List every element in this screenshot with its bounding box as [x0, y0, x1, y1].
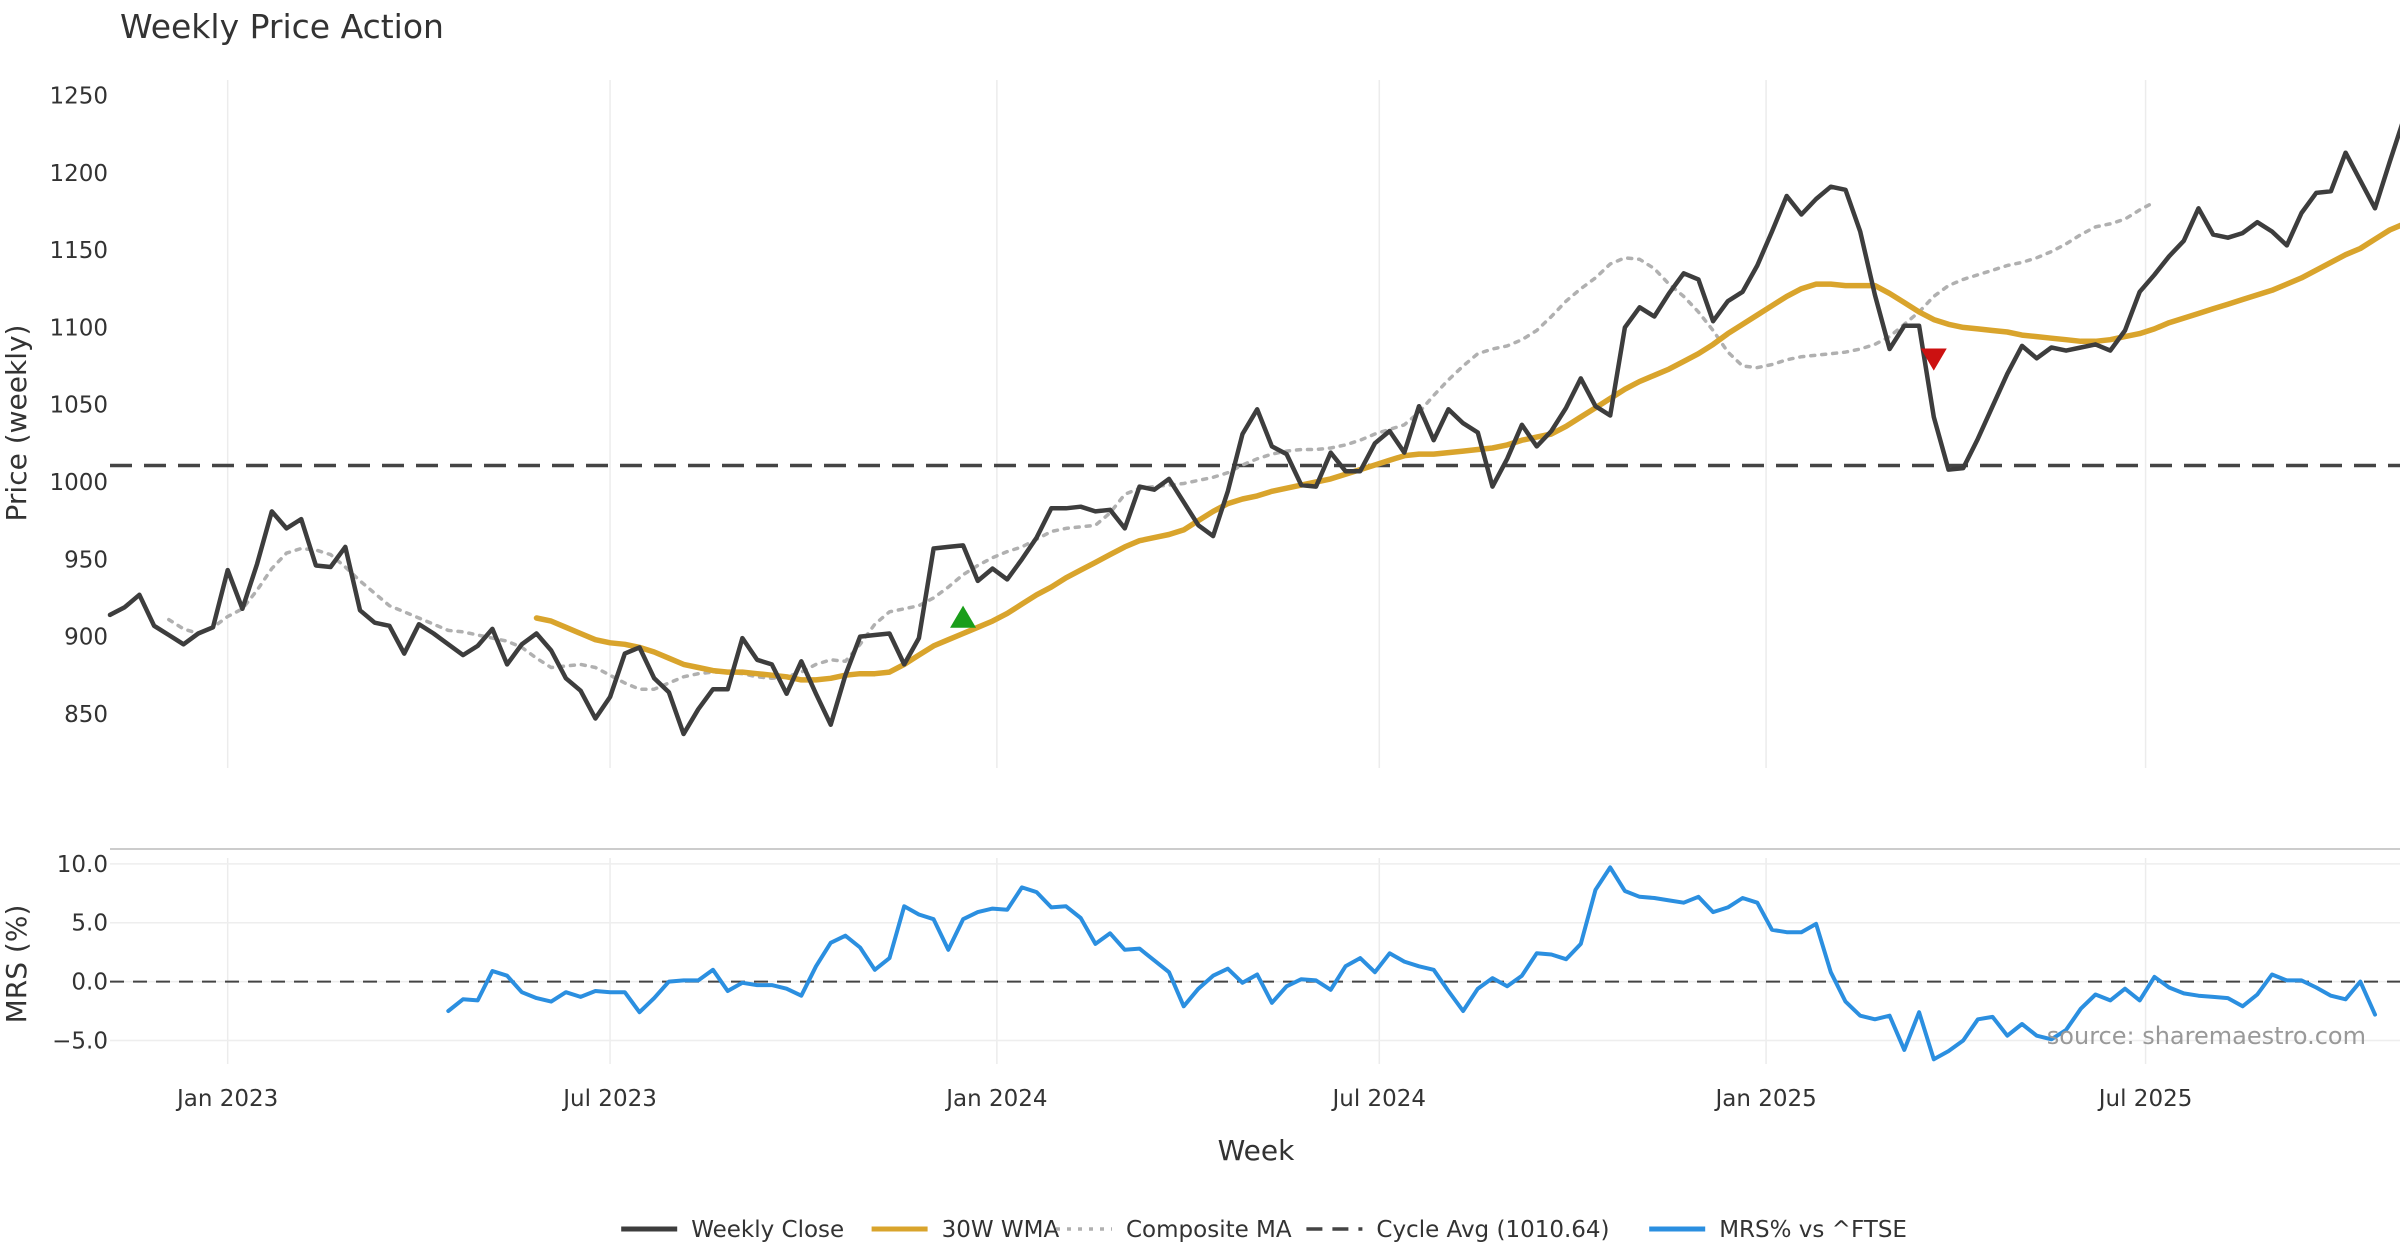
- chart-title: Weekly Price Action: [120, 7, 444, 46]
- price-y-tick-6: 1150: [49, 238, 108, 264]
- x-tick-label-2: Jan 2024: [944, 1086, 1047, 1112]
- source-text: source: sharemaestro.com: [2047, 1022, 2366, 1050]
- mrs-y-tick-1: 0.0: [71, 970, 108, 996]
- price-y-tick-8: 1250: [49, 83, 108, 109]
- legend-item-2: Composite MA: [1056, 1217, 1292, 1243]
- signal-markers: [950, 348, 1947, 628]
- x-tick-label-4: Jan 2025: [1713, 1086, 1816, 1112]
- price-panel-grid: [226, 80, 2147, 768]
- price-y-tick-3: 1000: [49, 470, 108, 496]
- legend-item-4: MRS% vs ^FTSE: [1649, 1217, 1907, 1243]
- legend-label-3: Cycle Avg (1010.64): [1376, 1217, 1609, 1243]
- legend-item-1: 30W WMA: [871, 1217, 1060, 1243]
- price-y-tick-5: 1100: [49, 315, 108, 341]
- legend-label-0: Weekly Close: [691, 1217, 844, 1243]
- price-series: [107, 123, 2400, 737]
- mrs-y-ticks: −5.0 0.0 5.0 10.0: [52, 852, 108, 1055]
- price-y-tick-7: 1200: [49, 161, 108, 187]
- legend-label-4: MRS% vs ^FTSE: [1719, 1217, 1907, 1243]
- buy-signal-marker: [950, 605, 977, 628]
- x-tick-label-3: Jul 2024: [1330, 1086, 1426, 1112]
- x-axis-ticks: Jan 2023 Jul 2023 Jan 2024 Jul 2024 Jan 2025…: [175, 1086, 2192, 1112]
- weekly-close-line: [107, 123, 2400, 737]
- mrs-vs-ftse-line: [446, 865, 2377, 1062]
- x-tick-label-5: Jul 2025: [2097, 1086, 2193, 1112]
- x-tick-label-0: Jan 2023: [175, 1086, 278, 1112]
- mrs-y-axis-label: MRS (%): [0, 905, 33, 1024]
- sell-signal-marker: [1920, 348, 1947, 371]
- legend-item-3: Cycle Avg (1010.64): [1306, 1217, 1610, 1243]
- mrs-y-tick-2: 5.0: [71, 911, 108, 937]
- legend: Weekly Close 30W WMA Composite MA Cycle Avg…: [621, 1217, 1907, 1243]
- legend-item-0: Weekly Close: [621, 1217, 844, 1243]
- x-axis-label: Week: [1218, 1134, 1295, 1167]
- legend-label-2: Composite MA: [1126, 1217, 1292, 1243]
- mrs-y-tick-3: 10.0: [57, 852, 108, 878]
- price-y-tick-2: 950: [64, 547, 108, 573]
- mrs-series: [446, 865, 2377, 1062]
- price-y-tick-4: 1050: [49, 393, 108, 419]
- price-y-ticks: 850 900 950 1000 1050 1100 1150 1200 1250: [49, 83, 108, 727]
- price-y-axis-label: Price (weekly): [0, 325, 33, 522]
- mrs-y-tick-0: −5.0: [52, 1028, 108, 1054]
- price-y-tick-1: 900: [64, 625, 108, 651]
- x-tick-label-1: Jul 2023: [561, 1086, 657, 1112]
- legend-label-1: 30W WMA: [942, 1217, 1060, 1243]
- price-y-tick-0: 850: [64, 702, 108, 728]
